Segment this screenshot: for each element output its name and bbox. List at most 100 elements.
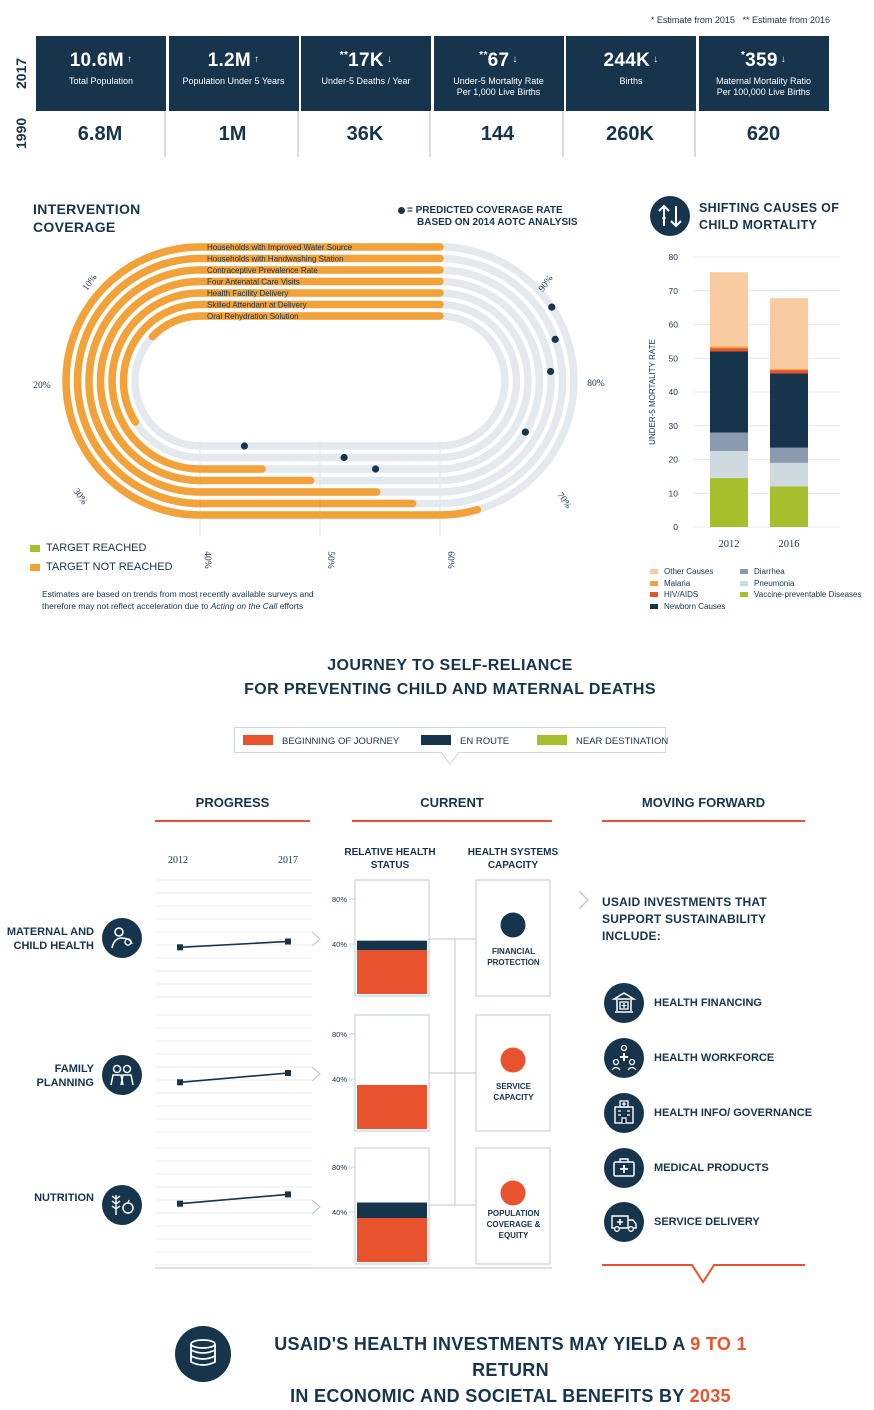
capacity-indicator	[500, 1180, 526, 1206]
capacity-population-line3: EQUITY	[498, 1231, 529, 1240]
arrow-down-icon: ↓	[780, 54, 787, 65]
legend-other-label: Other Causes	[664, 567, 714, 576]
legend-swatch-icon	[243, 735, 273, 745]
stat-1990-1: 1M	[169, 111, 299, 157]
swatch-diarrhea-icon	[740, 569, 748, 575]
mortality-ytick-label: 20	[669, 455, 679, 465]
orange-swatch-icon	[30, 563, 40, 571]
mortality-bar-segment	[710, 432, 748, 452]
stat-label: Births	[619, 76, 643, 86]
investments-title-line2: SUPPORT SUSTAINABILITY	[602, 912, 767, 926]
legend-vaccine: Vaccine-preventable Diseases	[740, 589, 861, 601]
mortality-bar-segment	[710, 478, 748, 527]
coverage-series-label: Oral Rehydration Solution	[207, 312, 299, 321]
year-1990-label: 1990	[13, 117, 29, 149]
legend-target-not-reached: TARGET NOT REACHED	[30, 561, 173, 573]
swatch-malaria-icon	[650, 580, 658, 586]
journey-legend-label: NEAR DESTINATION	[576, 736, 669, 747]
journey-legend: BEGINNING OF JOURNEY EN ROUTE NEAR DESTINA…	[234, 727, 668, 753]
mortality-bar-segment	[770, 447, 808, 463]
coverage-legend: TARGET REACHED TARGET NOT REACHED	[30, 542, 173, 573]
capacity-box	[475, 1147, 551, 1265]
note-2016: ** Estimate from 2016	[742, 15, 830, 25]
predicted-point	[548, 303, 556, 311]
legend-pneumonia-label: Pneumonia	[754, 578, 795, 588]
legend-diarrhea-label: Diarrhea	[754, 567, 785, 576]
investments-title: USAID INVESTMENTS THAT SUPPORT SUSTAINAB…	[602, 894, 767, 945]
stat-1990-5: 620	[746, 123, 781, 145]
stat-value: 1.2M ↑	[169, 50, 299, 72]
bottom-line1: USAID'S HEALTH INVESTMENTS MAY YIELD A 9…	[238, 1331, 783, 1383]
coverage-series-label: Four Antenatal Care Visits	[207, 278, 300, 287]
legend-pointer-icon	[440, 752, 460, 765]
coverage-tick-label: 80%	[587, 379, 605, 389]
predicted-dot-icon	[398, 206, 405, 214]
coverage-title-line1: INTERVENTION	[33, 201, 141, 217]
estimate-notes: * Estimate from 2015 ** Estimate from 20…	[560, 15, 830, 25]
journey-title: JOURNEY TO SELF-RELIANCE FOR PREVENTING …	[200, 654, 700, 702]
systems-capacity-line2: CAPACITY	[487, 860, 539, 871]
mortality-bar-segment	[770, 373, 808, 448]
progress-point	[285, 938, 291, 945]
forward-bottom-pointer	[602, 1264, 805, 1284]
stat-1990-4: 260K	[566, 111, 696, 157]
coins-icon	[175, 1326, 231, 1382]
current-column-title: CURRENT	[420, 795, 484, 810]
investments-title-line1: USAID INVESTMENTS THAT	[602, 895, 767, 909]
stat-label: Under-5 Deaths / Year	[321, 76, 411, 86]
coverage-title-line2: COVERAGE	[33, 219, 116, 235]
arrows-icon	[650, 196, 690, 236]
coverage-bar	[85, 266, 555, 496]
status-tick-80: 80%	[332, 895, 347, 904]
journey-legend-item: NEAR DESTINATION	[537, 735, 668, 747]
coverage-tick-label: 60%	[445, 551, 455, 569]
bottom-line2: IN ECONOMIC AND SOCIETAL BENEFITS BY 203…	[238, 1383, 783, 1409]
coverage-series-label: Health Facility Delivery	[207, 289, 288, 298]
stat-2017-5: *359 ↓ Maternal Mortality Ratio Per 100,000…	[698, 36, 829, 111]
mortality-bar-segment	[710, 451, 748, 479]
status-bar-orange	[357, 950, 427, 994]
coverage-bar	[131, 312, 509, 450]
row-label-maternal: MATERNAL AND CHILD HEALTH	[0, 925, 94, 953]
journey-title-line2: FOR PREVENTING CHILD AND MATERNAL DEATHS	[244, 681, 656, 698]
row-label-family: FAMILY PLANNING	[0, 1062, 94, 1090]
journey-legend-item: BEGINNING OF JOURNEY	[243, 735, 399, 747]
predicted-point	[521, 428, 529, 436]
arrow-down-icon: ↓	[653, 54, 659, 65]
progress-point	[177, 1079, 183, 1086]
capacity-label-service: SERVICE CAPACITY	[476, 1081, 551, 1103]
mortality-bar-segment	[710, 351, 748, 433]
relative-health-line1: RELATIVE HEALTH	[344, 847, 436, 858]
mortality-title: SHIFTING CAUSES OF CHILD MORTALITY	[699, 200, 839, 234]
arrow-down-icon: ↓	[386, 54, 393, 65]
predicted-line1: = PREDICTED COVERAGE RATE	[407, 205, 563, 216]
coverage-footnote: Estimates are based on trends from most …	[42, 588, 342, 612]
year-2017-label: 2017	[13, 57, 29, 89]
legend-hiv-label: HIV/AIDS	[664, 590, 699, 599]
legend-swatch-icon	[421, 735, 451, 745]
coverage-bar	[119, 300, 521, 462]
status-bar-navy	[357, 940, 427, 950]
stat-value-text: 17K	[348, 50, 384, 71]
stat-label: Maternal Mortality Ratio Per 100,000 Live…	[715, 76, 812, 97]
predicted-point	[240, 442, 249, 450]
bottom-line2-text: IN ECONOMIC AND SOCIETAL BENEFITS BY	[290, 1386, 685, 1406]
coverage-series-label: Skilled Attendant at Delivery	[207, 301, 307, 310]
legend-malaria: Malaria	[650, 578, 690, 590]
mortality-bar-segment	[710, 272, 748, 347]
mortality-ytick-label: 10	[669, 488, 679, 498]
arrow-up-icon: ↑	[127, 54, 133, 65]
systems-capacity-line1: HEALTH SYSTEMS	[467, 847, 559, 858]
capacity-label-financial: FINANCIAL PROTECTION	[476, 946, 551, 968]
capacity-financial-line2: PROTECTION	[487, 958, 540, 967]
estimate-marker: **	[479, 50, 488, 61]
predicted-legend: = PREDICTED COVERAGE RATE BASED ON 2014 …	[398, 205, 578, 229]
estimate-marker: *	[740, 50, 746, 61]
row-label-maternal-line1: MATERNAL AND	[6, 926, 94, 938]
stat-2017-2: **17K ↓ Under-5 Deaths / Year	[301, 36, 431, 111]
ambulance-icon	[604, 1202, 644, 1242]
stat-label: Under-5 Mortality Rate Per 1,000 Live Bir…	[453, 76, 544, 97]
bottom-line1-text: USAID'S HEALTH INVESTMENTS MAY YIELD A	[274, 1334, 685, 1354]
legend-vaccine-label: Vaccine-preventable Diseases	[754, 590, 862, 599]
stat-1990-3: 144	[434, 111, 564, 157]
